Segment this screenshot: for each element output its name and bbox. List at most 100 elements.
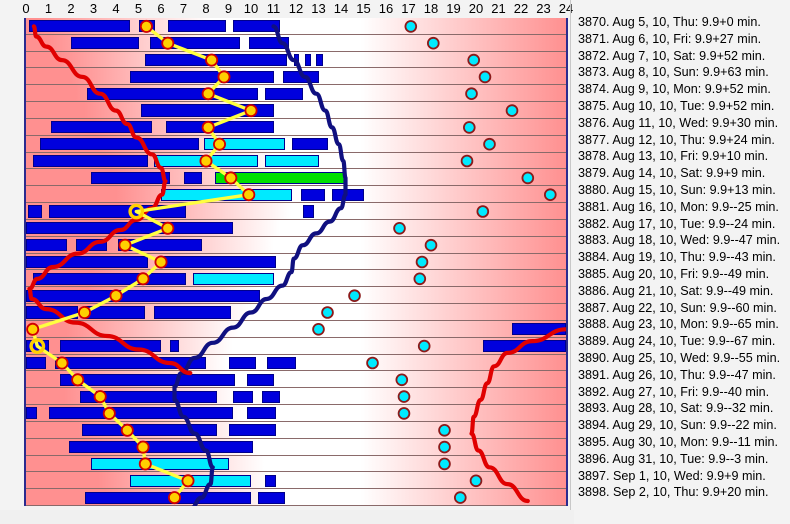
sleep-bar-sleep[interactable] (228, 424, 276, 437)
chart-row[interactable] (26, 253, 566, 271)
sleep-bar-sleep[interactable] (68, 441, 254, 454)
sleep-bar-sleep[interactable] (82, 424, 218, 437)
sleep-bar-deep[interactable] (215, 171, 346, 184)
legend-item[interactable]: 3889. Aug 24, 10, Tue: 9.9--67 min. (578, 334, 776, 349)
sleep-bar-sleep[interactable] (26, 356, 47, 369)
sleep-bar-sleep[interactable] (264, 474, 276, 487)
sleep-bar-sleep[interactable] (26, 306, 78, 319)
sleep-bar-sleep[interactable] (26, 407, 38, 420)
chart-row[interactable] (26, 135, 566, 153)
chart-row[interactable] (26, 270, 566, 288)
sleep-bar-sleep[interactable] (264, 87, 303, 100)
chart-row[interactable] (26, 203, 566, 220)
legend-item[interactable]: 3876. Aug 11, 10, Wed: 9.9+30 min. (578, 115, 779, 130)
legend-item[interactable]: 3872. Aug 7, 10, Sat: 9.9+52 min. (578, 48, 766, 63)
sleep-bar-sleep[interactable] (86, 87, 258, 100)
legend-item[interactable]: 3874. Aug 9, 10, Mon: 9.9+52 min. (578, 82, 771, 97)
sleep-bar-sleep[interactable] (233, 390, 254, 403)
legend-item[interactable]: 3894. Aug 29, 10, Sun: 9.9--22 min. (578, 418, 777, 433)
legend-item[interactable]: 3886. Aug 21, 10, Sat: 9.9--49 min. (578, 283, 774, 298)
sleep-bar-sleep[interactable] (140, 104, 274, 117)
sleep-bar-sleep[interactable] (80, 390, 218, 403)
chart-row[interactable] (26, 51, 566, 69)
chart-row[interactable] (26, 354, 566, 372)
sleep-bar-sleep[interactable] (145, 53, 287, 67)
chart-row[interactable] (26, 320, 566, 338)
legend-item[interactable]: 3898. Sep 2, 10, Thu: 9.9+20 min. (578, 485, 769, 500)
chart-row[interactable] (26, 489, 566, 506)
legend-item[interactable]: 3887. Aug 22, 10, Sun: 9.9--60 min. (578, 300, 777, 315)
chart-row[interactable] (26, 85, 566, 103)
sleep-bar-sleep[interactable] (170, 340, 179, 353)
legend-item[interactable]: 3871. Aug 6, 10, Fri: 9.9+27 min. (578, 31, 762, 46)
chart-row[interactable] (26, 438, 566, 456)
sleep-bar-sleep[interactable] (233, 20, 281, 33)
sleep-bar-light[interactable] (264, 154, 319, 168)
sleep-bar-sleep[interactable] (332, 188, 364, 201)
chart-row[interactable] (26, 169, 566, 187)
legend-item[interactable]: 3893. Aug 28, 10, Sat: 9.9--32 min. (578, 401, 774, 416)
sleep-bar-sleep[interactable] (55, 356, 206, 369)
sleep-bar-sleep[interactable] (246, 407, 276, 420)
sleep-bar-sleep[interactable] (71, 37, 139, 50)
sleep-bar-sleep[interactable] (138, 20, 156, 33)
sleep-bar-sleep[interactable] (300, 188, 326, 201)
sleep-bar-sleep[interactable] (129, 70, 274, 83)
sleep-bar-light[interactable] (129, 474, 251, 487)
sleep-bar-sleep[interactable] (26, 239, 67, 252)
legend-item[interactable]: 3882. Aug 17, 10, Tue: 9.9--24 min. (578, 216, 776, 231)
sleep-bar-sleep[interactable] (316, 53, 323, 67)
sleep-bar-sleep[interactable] (50, 121, 152, 134)
legend-item[interactable]: 3896. Aug 31, 10, Tue: 9.9--3 min. (578, 451, 769, 466)
chart-row[interactable] (26, 34, 566, 52)
chart-row[interactable] (26, 236, 566, 254)
sleep-bar-sleep[interactable] (262, 390, 281, 403)
sleep-bar-sleep[interactable] (91, 171, 170, 184)
sleep-bar-sleep[interactable] (305, 53, 311, 67)
sleep-bar-light[interactable] (161, 188, 292, 201)
chart-row[interactable] (26, 405, 566, 422)
sleep-bar-sleep[interactable] (154, 306, 231, 319)
sleep-bar-sleep[interactable] (228, 356, 256, 369)
sleep-bar-sleep[interactable] (26, 222, 233, 235)
sleep-bar-sleep[interactable] (246, 373, 274, 386)
legend-item[interactable]: 3880. Aug 15, 10, Sun: 9.9+13 min. (578, 182, 776, 197)
chart-row[interactable] (26, 455, 566, 473)
sleep-bar-light[interactable] (203, 138, 285, 151)
legend-item[interactable]: 3881. Aug 16, 10, Mon: 9.9--25 min. (578, 199, 779, 214)
chart-row[interactable] (26, 472, 566, 490)
chart-row[interactable] (26, 287, 566, 305)
sleep-bar-sleep[interactable] (26, 289, 260, 302)
sleep-bar-sleep[interactable] (84, 306, 146, 319)
chart-row[interactable] (26, 371, 566, 389)
sleep-bar-sleep[interactable] (282, 70, 319, 83)
chart-row[interactable] (26, 118, 566, 136)
sleep-bar-sleep[interactable] (165, 121, 274, 134)
legend-item[interactable]: 3885. Aug 20, 10, Fri: 9.9--49 min. (578, 266, 770, 281)
sleep-bar-sleep[interactable] (29, 20, 130, 33)
sleep-bar-sleep[interactable] (26, 340, 49, 353)
plot-area[interactable] (24, 18, 568, 506)
sleep-bar-sleep[interactable] (84, 491, 251, 504)
sleep-bar-sleep[interactable] (59, 373, 236, 386)
legend-item[interactable]: 3888. Aug 23, 10, Mon: 9.9--65 min. (578, 317, 779, 332)
legend-item[interactable]: 3870. Aug 5, 10, Thu: 9.9+0 min. (578, 15, 761, 29)
sleep-bar-sleep[interactable] (248, 37, 290, 50)
sleep-bar-sleep[interactable] (167, 20, 227, 33)
chart-row[interactable] (26, 337, 566, 355)
sleep-bar-light[interactable] (192, 272, 274, 285)
sleep-bar-sleep[interactable] (149, 37, 240, 50)
sleep-bar-sleep[interactable] (118, 239, 202, 252)
chart-row[interactable] (26, 68, 566, 86)
chart-row[interactable] (26, 152, 566, 170)
chart-row[interactable] (26, 186, 566, 204)
legend-item[interactable]: 3873. Aug 8, 10, Sun: 9.9+63 min. (578, 65, 769, 80)
chart-row[interactable] (26, 219, 566, 237)
sleep-bar-sleep[interactable] (28, 205, 42, 218)
legend-item[interactable]: 3891. Aug 26, 10, Thu: 9.9--47 min. (578, 367, 776, 382)
sleep-bar-sleep[interactable] (32, 154, 148, 168)
sleep-bar-sleep[interactable] (75, 239, 107, 252)
legend-item[interactable]: 3897. Sep 1, 10, Wed: 9.9+9 min. (578, 468, 766, 483)
sleep-bar-sleep[interactable] (266, 356, 296, 369)
sleep-bar-sleep[interactable] (482, 340, 566, 353)
